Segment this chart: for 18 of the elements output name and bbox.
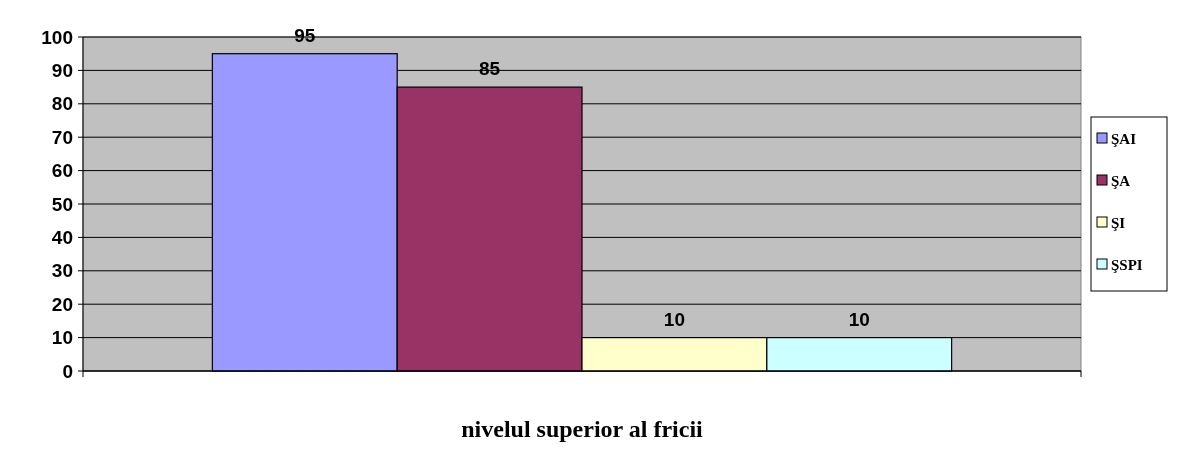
y-tick-label: 80 (51, 93, 73, 115)
y-tick-label: 60 (51, 160, 73, 182)
y-tick-label: 20 (51, 293, 73, 315)
legend-label: ŞAI (1111, 131, 1137, 148)
data-label: 10 (663, 308, 685, 330)
y-tick-label: 10 (51, 327, 73, 349)
y-tick-label: 90 (51, 60, 73, 82)
legend-label: ŞI (1111, 215, 1126, 232)
legend-label: ŞA (1111, 173, 1131, 190)
y-tick-label: 70 (51, 126, 73, 148)
y-tick-label: 40 (51, 227, 73, 249)
legend-label: ŞSPI (1111, 257, 1143, 274)
y-tick-label: 100 (41, 26, 73, 48)
data-label: 10 (848, 308, 870, 330)
y-tick-label: 30 (51, 260, 73, 282)
y-tick-label: 0 (62, 360, 73, 382)
x-axis-title: nivelul superior al fricii (461, 416, 704, 442)
y-tick-label: 50 (51, 193, 73, 215)
